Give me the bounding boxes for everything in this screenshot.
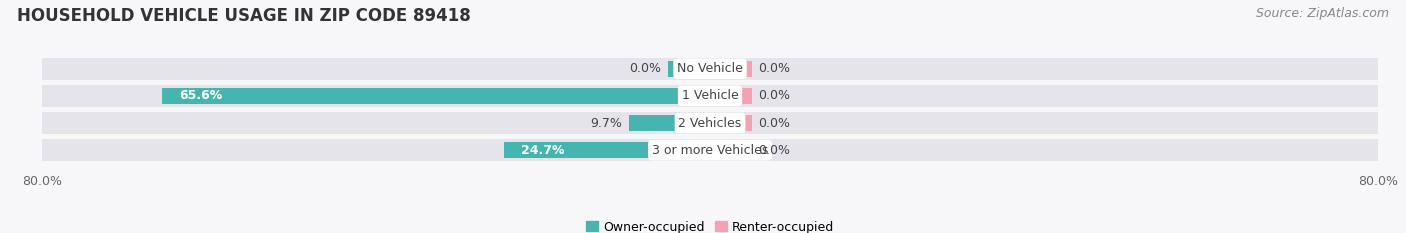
- Text: No Vehicle: No Vehicle: [678, 62, 742, 75]
- Text: HOUSEHOLD VEHICLE USAGE IN ZIP CODE 89418: HOUSEHOLD VEHICLE USAGE IN ZIP CODE 8941…: [17, 7, 471, 25]
- Bar: [710, 88, 752, 104]
- Text: 0.0%: 0.0%: [758, 89, 790, 103]
- Bar: [628, 115, 710, 131]
- Text: 3 or more Vehicles: 3 or more Vehicles: [652, 144, 768, 157]
- Text: 9.7%: 9.7%: [591, 116, 623, 130]
- Text: 0.0%: 0.0%: [758, 144, 790, 157]
- Text: 1 Vehicle: 1 Vehicle: [682, 89, 738, 103]
- Text: 0.0%: 0.0%: [630, 62, 662, 75]
- Bar: [42, 112, 1378, 134]
- Bar: [710, 61, 752, 77]
- Bar: [503, 142, 710, 158]
- Text: 2 Vehicles: 2 Vehicles: [679, 116, 741, 130]
- Bar: [710, 115, 752, 131]
- Legend: Owner-occupied, Renter-occupied: Owner-occupied, Renter-occupied: [586, 221, 834, 233]
- Text: 0.0%: 0.0%: [758, 62, 790, 75]
- Bar: [710, 142, 752, 158]
- Text: 0.0%: 0.0%: [758, 116, 790, 130]
- Bar: [42, 85, 1378, 107]
- Text: 65.6%: 65.6%: [179, 89, 222, 103]
- Bar: [162, 88, 710, 104]
- Bar: [42, 58, 1378, 80]
- Text: 24.7%: 24.7%: [520, 144, 564, 157]
- Bar: [42, 139, 1378, 161]
- Bar: [668, 61, 710, 77]
- Text: Source: ZipAtlas.com: Source: ZipAtlas.com: [1256, 7, 1389, 20]
